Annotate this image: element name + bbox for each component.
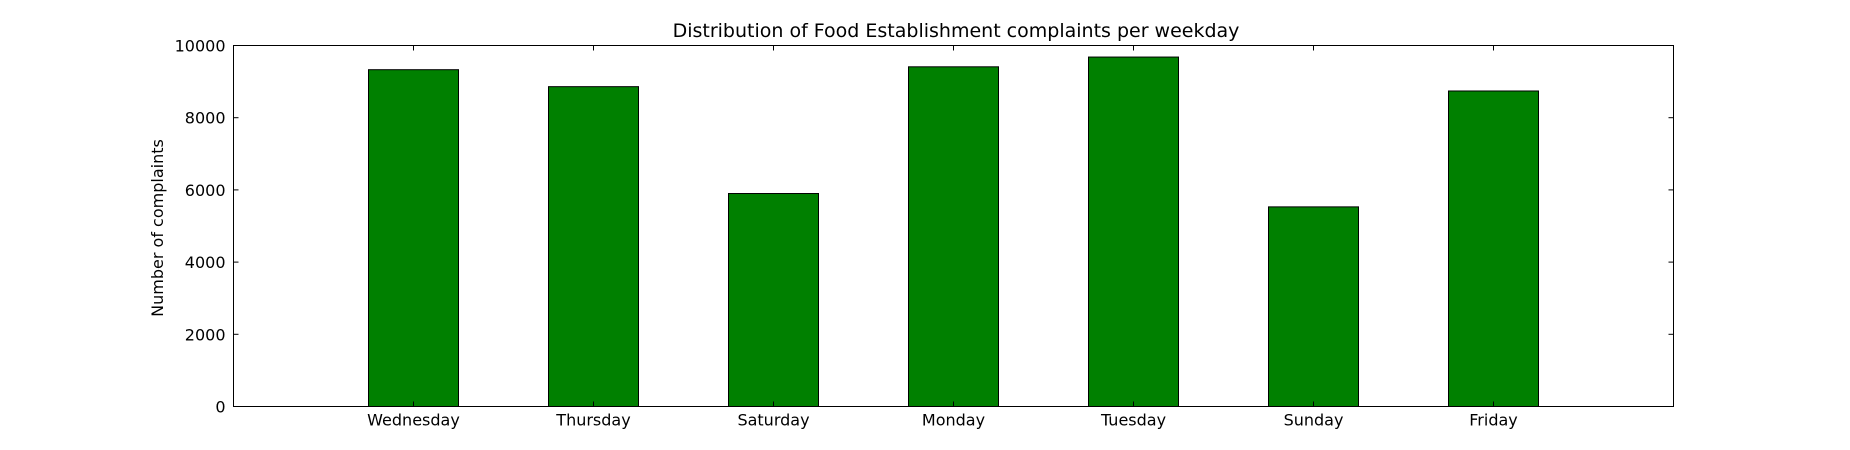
y-tick-label: 4000 [185, 253, 226, 272]
y-tick-label: 2000 [185, 325, 226, 344]
ticks-layer: Wednesday Thursday Saturday Monday Tuesday Su… [175, 37, 1674, 430]
plot-frame [233, 45, 1674, 407]
y-tick-label: 8000 [185, 109, 226, 128]
bar-friday [1448, 90, 1539, 408]
bar-sunday [1268, 206, 1359, 407]
x-tick-label: Wednesday [367, 411, 460, 430]
x-tick-label: Sunday [1284, 411, 1344, 430]
bar-thursday [548, 86, 639, 408]
y-tick-label: 10000 [175, 37, 226, 56]
x-tick-label: Thursday [555, 411, 630, 430]
x-tick-label: Friday [1469, 411, 1518, 430]
y-axis-label: Number of complaints [148, 139, 167, 317]
chart-title: Distribution of Food Establishment compl… [673, 20, 1240, 42]
bar-tuesday [1088, 56, 1179, 407]
y-tick-label: 0 [215, 398, 225, 417]
x-tick-label: Monday [922, 411, 985, 430]
bar-monday [908, 66, 999, 407]
bar-saturday [728, 193, 819, 407]
bar-wednesday [368, 69, 459, 407]
y-tick-label: 6000 [185, 181, 226, 200]
bars-layer [368, 56, 1539, 408]
x-tick-label: Tuesday [1100, 411, 1166, 430]
x-tick-label: Saturday [737, 411, 809, 430]
